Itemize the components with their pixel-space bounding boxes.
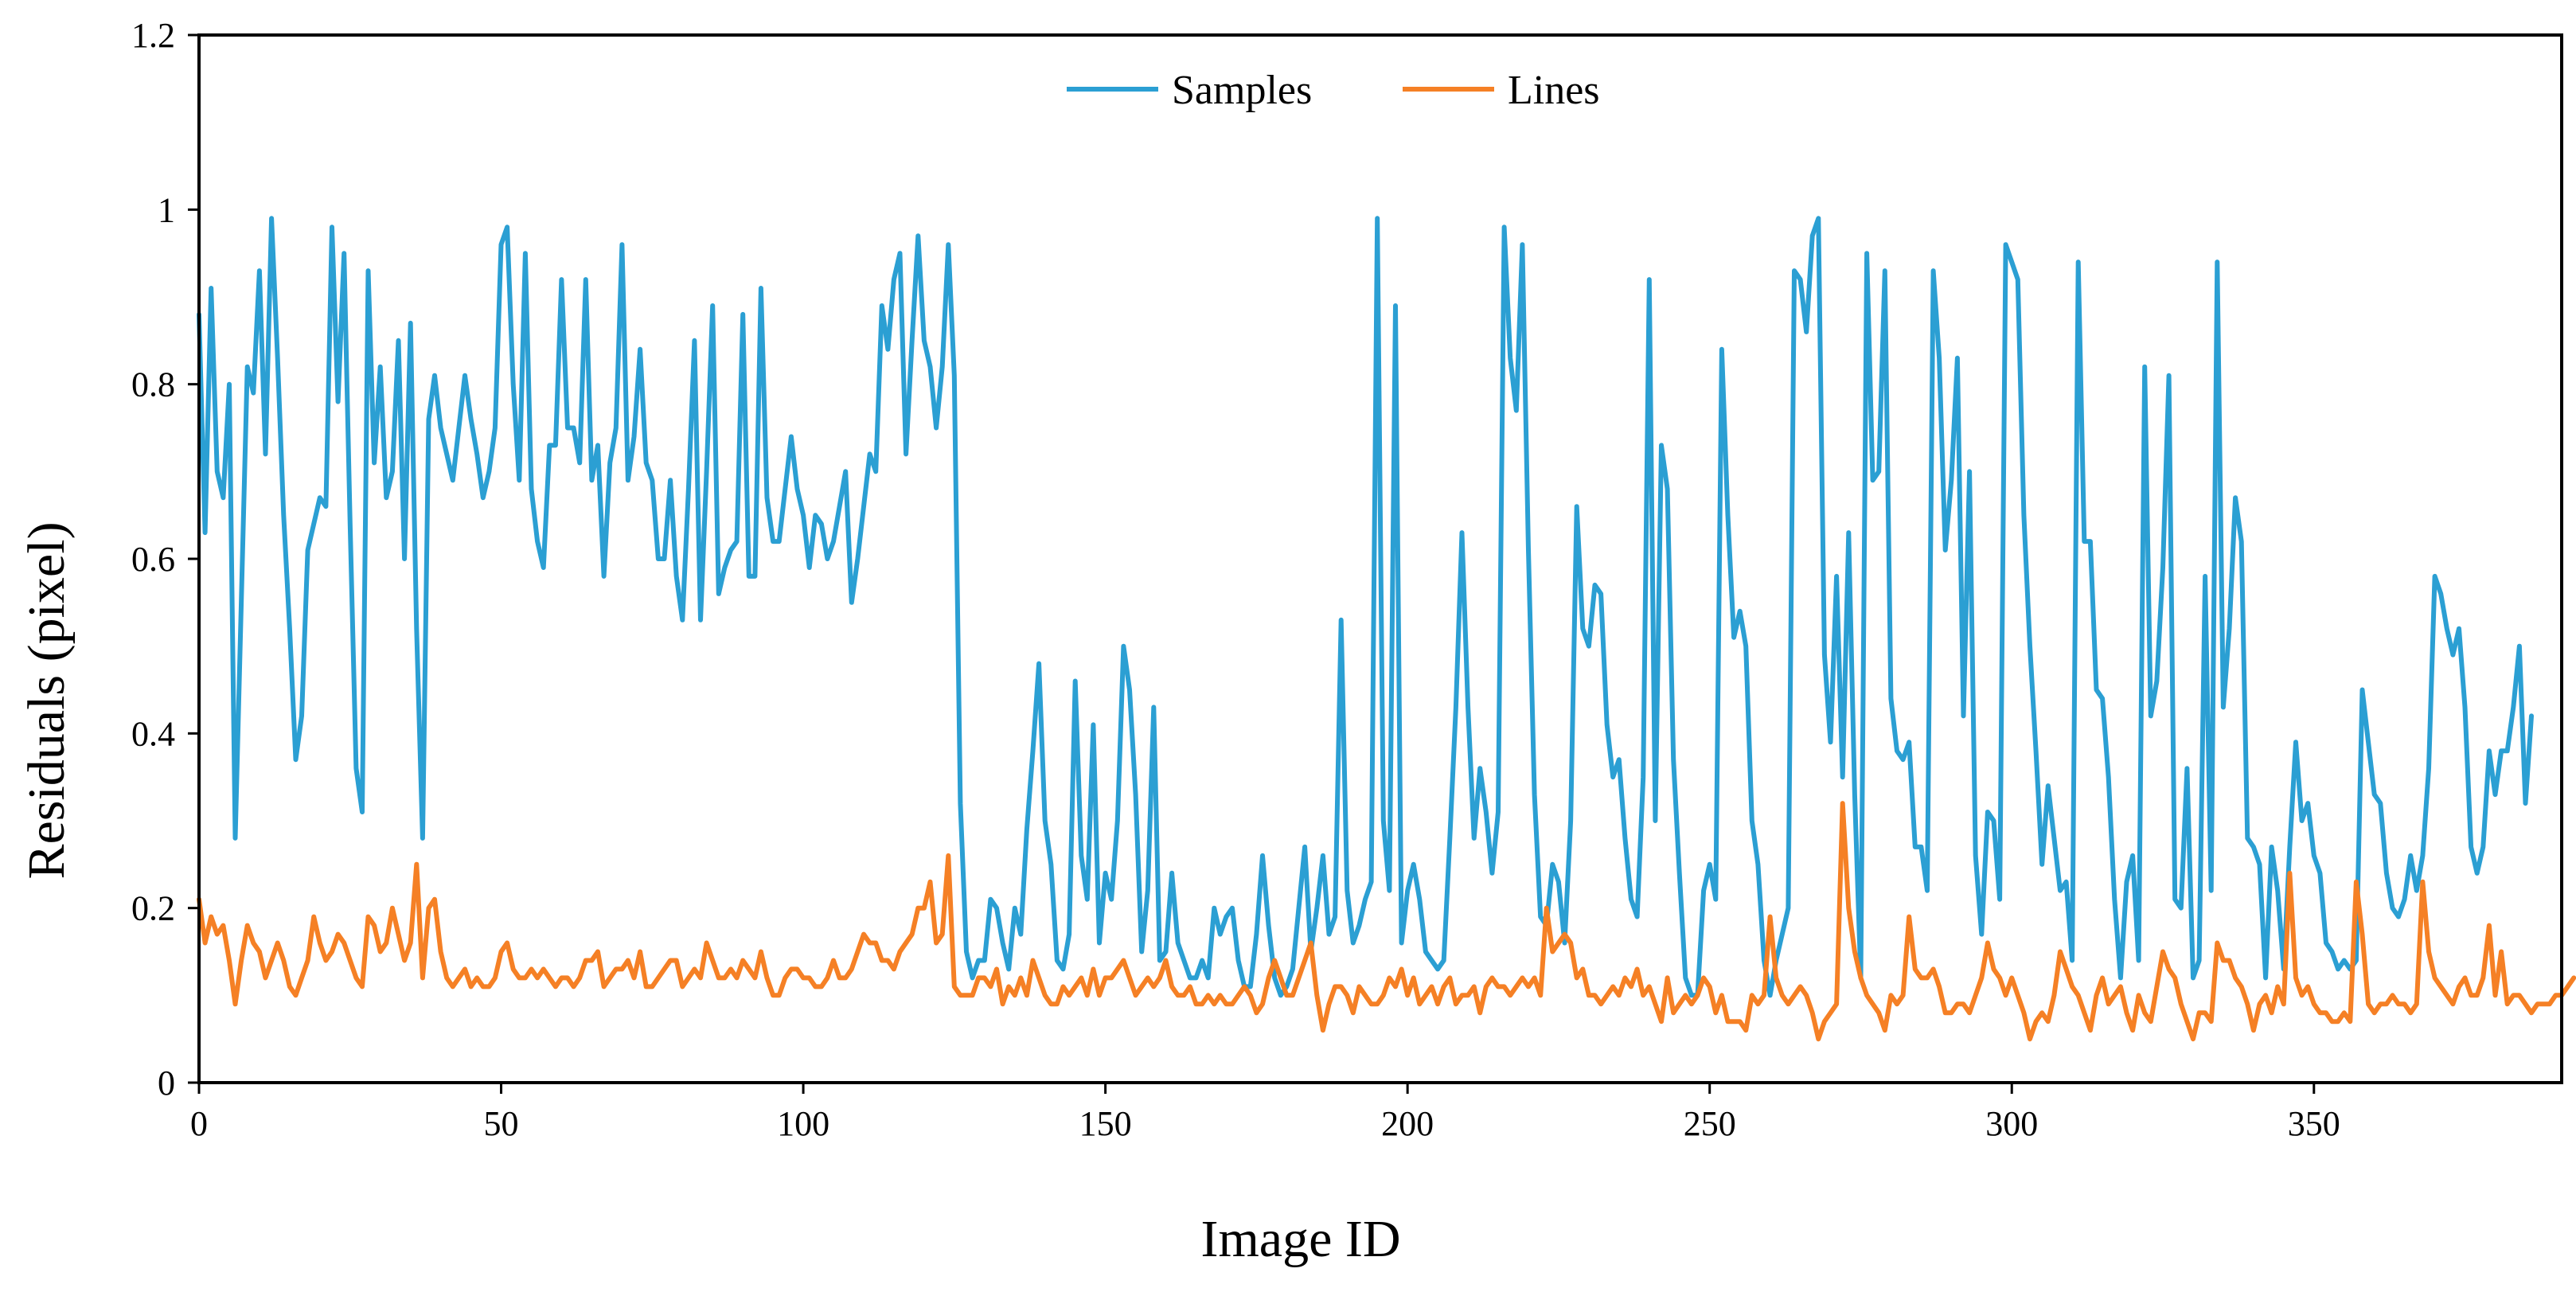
y-tick-label: 0.2 — [131, 889, 175, 928]
y-tick-label: 0.4 — [131, 714, 175, 753]
x-tick-label: 350 — [2288, 1104, 2340, 1143]
axes-layer: 0 50 100 150 200 250 300 350 0 0.2 0.4 0.6 0.8 1 1.2 — [131, 16, 2563, 1143]
x-tick-label: 150 — [1079, 1104, 1132, 1143]
x-axis-title: Image ID — [1200, 1210, 1400, 1268]
x-tick-label: 300 — [1985, 1104, 2038, 1143]
series-line-lines — [197, 801, 2576, 1042]
y-tick-label: 0.6 — [131, 540, 175, 579]
x-tick-label: 0 — [190, 1104, 208, 1143]
legend: Samples Lines — [1067, 68, 1600, 113]
series-line-samples — [197, 216, 2534, 998]
x-tick-label: 200 — [1381, 1104, 1434, 1143]
series-layer — [197, 216, 2576, 1042]
x-tick-label: 100 — [777, 1104, 829, 1143]
y-tick-label: 0.8 — [131, 365, 175, 404]
legend-label-lines: Lines — [1508, 68, 1600, 113]
legend-label-samples: Samples — [1172, 68, 1312, 113]
y-tick-label: 1 — [158, 190, 175, 229]
y-tick-label: 0 — [158, 1064, 175, 1103]
x-tick-label: 250 — [1684, 1104, 1736, 1143]
x-tick-label: 50 — [484, 1104, 519, 1143]
y-tick-label: 1.2 — [131, 16, 175, 55]
y-axis-title: Residuals (pixel) — [18, 521, 76, 879]
